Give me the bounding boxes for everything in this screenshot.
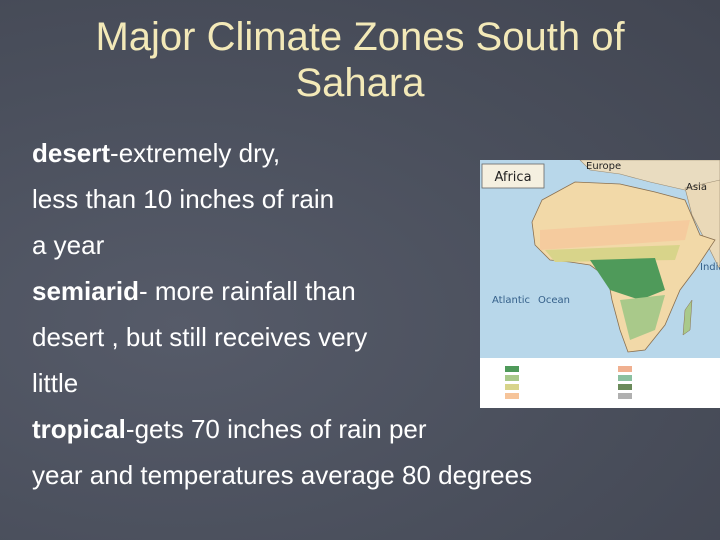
- title-line: Sahara: [295, 61, 425, 105]
- body-line: desert-extremely dry,: [32, 130, 532, 176]
- line-text: little: [32, 368, 79, 398]
- map-label: Atlantic: [492, 295, 530, 306]
- savanna-zone: [620, 295, 665, 340]
- desert-zone: [540, 220, 690, 250]
- line-text: less than 10 inches of rain: [32, 184, 335, 214]
- line-text: -extremely dry,: [110, 138, 281, 168]
- line-text: -gets 70 inches of rain per: [125, 414, 427, 444]
- line-text: a year: [32, 230, 105, 260]
- semiarid-zone: [545, 245, 680, 262]
- line-text: - more rainfall than: [138, 276, 356, 306]
- map-label: India: [700, 262, 720, 273]
- term: desert: [32, 138, 111, 168]
- map-legend: [480, 358, 720, 408]
- body-line: a year: [32, 222, 532, 268]
- map-label: Ocean: [538, 295, 570, 306]
- line-text: desert , but still receives very: [32, 322, 368, 352]
- madagascar: [682, 299, 693, 336]
- body-line: less than 10 inches of rain: [32, 176, 532, 222]
- line-text: year and temperatures average 80 degrees: [32, 460, 533, 490]
- map-label: Europe: [586, 161, 621, 172]
- asia-land: [684, 179, 720, 271]
- body-line: desert , but still receives very: [32, 314, 532, 360]
- europe-land: [579, 160, 720, 201]
- title-line: Major Climate Zones South of: [95, 15, 625, 59]
- map-title: Africa: [494, 170, 531, 185]
- legend-swatches: [505, 366, 632, 399]
- term: tropical: [32, 414, 126, 444]
- map-title-box: [481, 163, 545, 189]
- africa-map: Africa Europe Asia Atlantic Ocean India: [480, 160, 720, 408]
- body-line: semiarid- more rainfall than: [32, 268, 532, 314]
- body-line: tropical-gets 70 inches of rain per: [32, 406, 532, 452]
- tropical-zone: [590, 258, 665, 300]
- body-line: little: [32, 360, 532, 406]
- term: semiarid: [32, 276, 139, 306]
- slide-title: Major Climate Zones South of Sahara: [0, 14, 720, 106]
- map-label: Asia: [686, 182, 707, 193]
- body-line: year and temperatures average 80 degrees: [32, 452, 532, 498]
- slide-body: desert-extremely dry, less than 10 inches…: [32, 130, 532, 498]
